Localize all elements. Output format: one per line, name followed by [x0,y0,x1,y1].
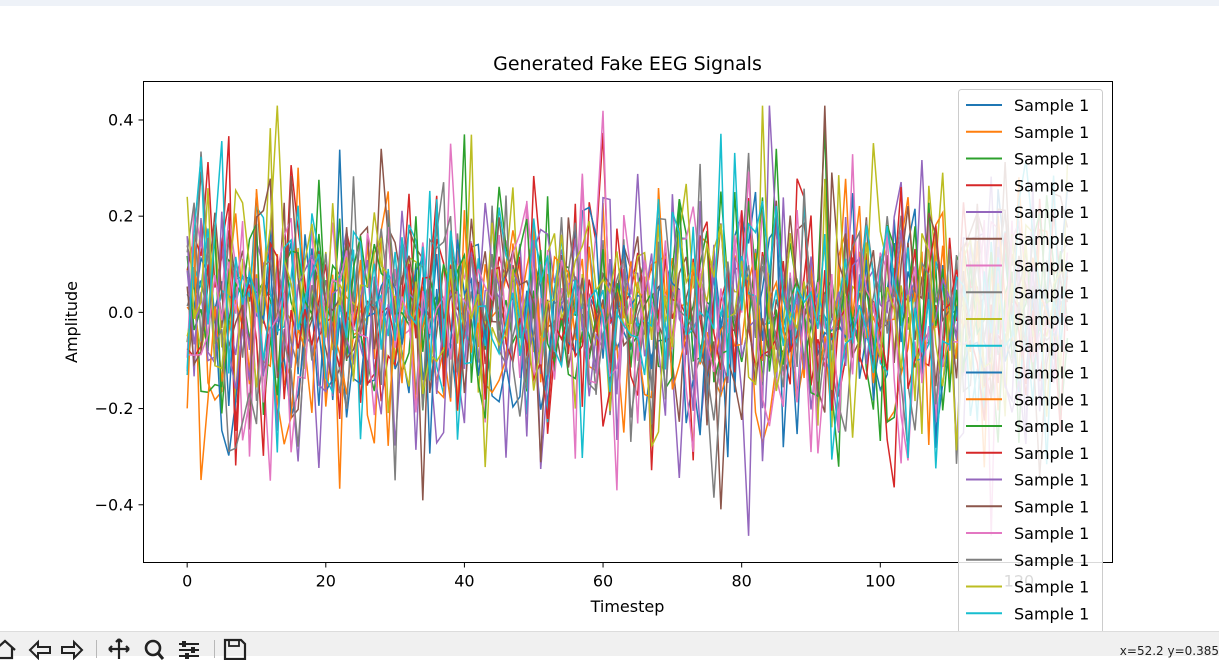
back-icon[interactable] [27,638,53,660]
cursor-coordinates: x=52.2 y=0.385 [1119,644,1219,658]
legend-label: Sample 1 [1014,150,1089,169]
pan-icon[interactable] [106,638,132,660]
matplotlib-toolbar: x=52.2 y=0.385 [0,631,1219,660]
configure-icon[interactable] [176,638,202,660]
y-tick-label: 0.0 [108,303,133,322]
legend-label: Sample 1 [1014,471,1089,490]
save-icon[interactable] [222,638,248,660]
legend-box [958,89,1103,631]
legend-label: Sample 1 [1014,123,1089,142]
series-line [187,171,1068,536]
x-tick-label: 0 [182,572,192,591]
legend-label: Sample 1 [1014,310,1089,329]
legend-label: Sample 1 [1014,497,1089,516]
window-top-strip [0,0,1219,6]
plot-frame [143,81,1113,563]
eeg-line-chart: Generated Fake EEG Signals 0204060801001… [62,53,1113,631]
legend-label: Sample 1 [1014,364,1089,383]
legend-label: Sample 1 [1014,390,1089,409]
chart-title: Generated Fake EEG Signals [493,53,762,75]
legend-label: Sample 1 [1014,604,1089,623]
toolbar-separator [214,640,215,658]
forward-icon[interactable] [59,638,85,660]
legend-label: Sample 1 [1014,257,1089,276]
legend-label: Sample 1 [1014,176,1089,195]
series-line [186,105,1068,470]
legend-label: Sample 1 [1014,337,1089,356]
x-axis-label: Timestep [590,597,665,616]
y-axis: 0.4 0.2 0.0 −0.2 −0.4 [95,110,144,514]
x-tick-label: 80 [731,572,751,591]
legend-label: Sample 1 [1014,578,1089,597]
y-tick-label: −0.2 [95,399,134,418]
x-tick-label: 20 [316,572,336,591]
legend-label: Sample 1 [1014,524,1089,543]
legend-label: Sample 1 [1014,96,1089,115]
x-tick-label: 40 [454,572,474,591]
plot-lines [186,105,1069,536]
legend-label: Sample 1 [1014,417,1089,436]
legend-label: Sample 1 [1014,551,1089,570]
x-tick-label: 60 [593,572,613,591]
legend-label: Sample 1 [1014,230,1089,249]
series-line [186,133,1069,469]
y-tick-label: −0.4 [95,495,134,514]
legend-label: Sample 1 [1014,444,1089,463]
zoom-icon[interactable] [141,638,167,660]
legend: Sample 1 Sample 1 Sample 1 Sample 1 Sample 1… [958,89,1103,631]
legend-label: Sample 1 [1014,203,1089,222]
legend-label: Sample 1 [1014,283,1089,302]
y-tick-label: 0.2 [108,207,133,226]
y-axis-label: Amplitude [62,281,81,363]
series-line [186,105,1068,468]
home-icon[interactable] [0,638,18,660]
y-tick-label: 0.4 [108,110,133,129]
x-axis: 020406080100120 [182,562,1034,591]
x-tick-label: 100 [865,572,896,591]
toolbar-separator [96,640,97,658]
